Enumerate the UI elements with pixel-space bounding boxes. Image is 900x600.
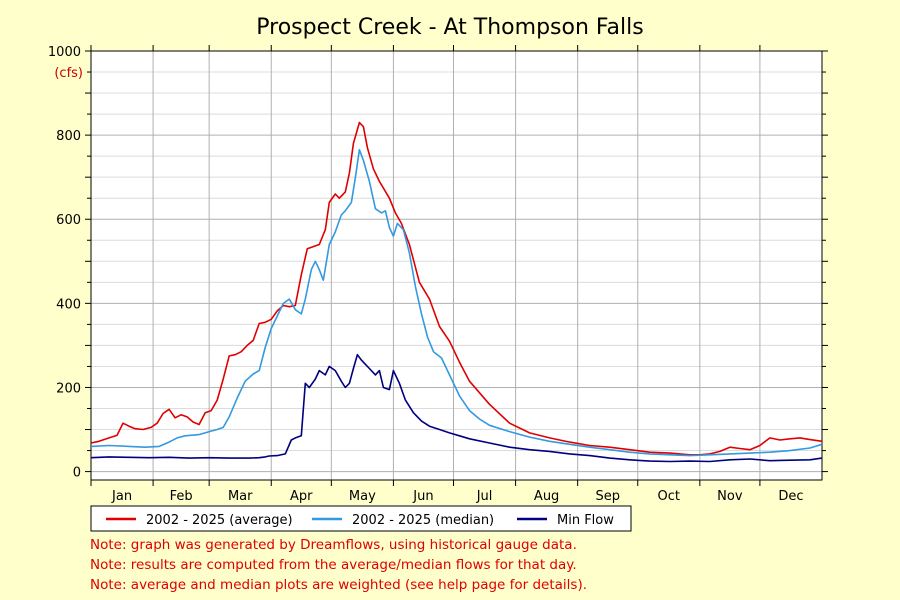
x-tick-label: Mar <box>228 489 253 504</box>
legend-average-label: 2002 - 2025 (average) <box>146 513 293 528</box>
chart-title: Prospect Creek - At Thompson Falls <box>256 15 643 40</box>
plot-border <box>90 50 823 481</box>
note-line-2: Note: results are computed from the aver… <box>90 557 577 573</box>
legend-median-label: 2002 - 2025 (median) <box>352 513 494 528</box>
y-tick-label: 600 <box>56 213 81 228</box>
x-tick-label: Jul <box>476 489 493 504</box>
series-line-average <box>90 121 823 456</box>
x-tick-label: May <box>349 489 376 504</box>
note-line-3: Note: average and median plots are weigh… <box>90 577 588 593</box>
legend: 2002 - 2025 (average) 2002 - 2025 (median… <box>90 505 632 532</box>
x-tick-label: Dec <box>778 489 803 504</box>
x-tick-label: Nov <box>717 489 743 504</box>
series-line-median <box>90 149 823 457</box>
y-tick-label: 400 <box>56 297 81 312</box>
x-tick-label: Apr <box>290 489 313 504</box>
x-tick-label: Feb <box>170 489 193 504</box>
note-line-1: Note: graph was generated by Dreamflows,… <box>90 537 577 553</box>
x-tick-label: Aug <box>534 489 559 504</box>
legend-min-flow-label: Min Flow <box>557 513 614 528</box>
x-tick-label: Jan <box>111 489 132 504</box>
y-axis-unit-label: (cfs) <box>54 66 83 81</box>
y-tick-label: 800 <box>56 129 81 144</box>
x-tick-label: Oct <box>658 489 680 504</box>
plot-area <box>91 51 822 480</box>
y-tick-label: 0 <box>73 466 81 481</box>
x-tick-label: Jun <box>412 489 433 504</box>
series-line-min-flow <box>90 353 823 463</box>
y-tick-label: 1000 <box>48 45 81 60</box>
x-tick-label: Sep <box>595 489 620 504</box>
y-tick-label: 200 <box>56 381 81 396</box>
